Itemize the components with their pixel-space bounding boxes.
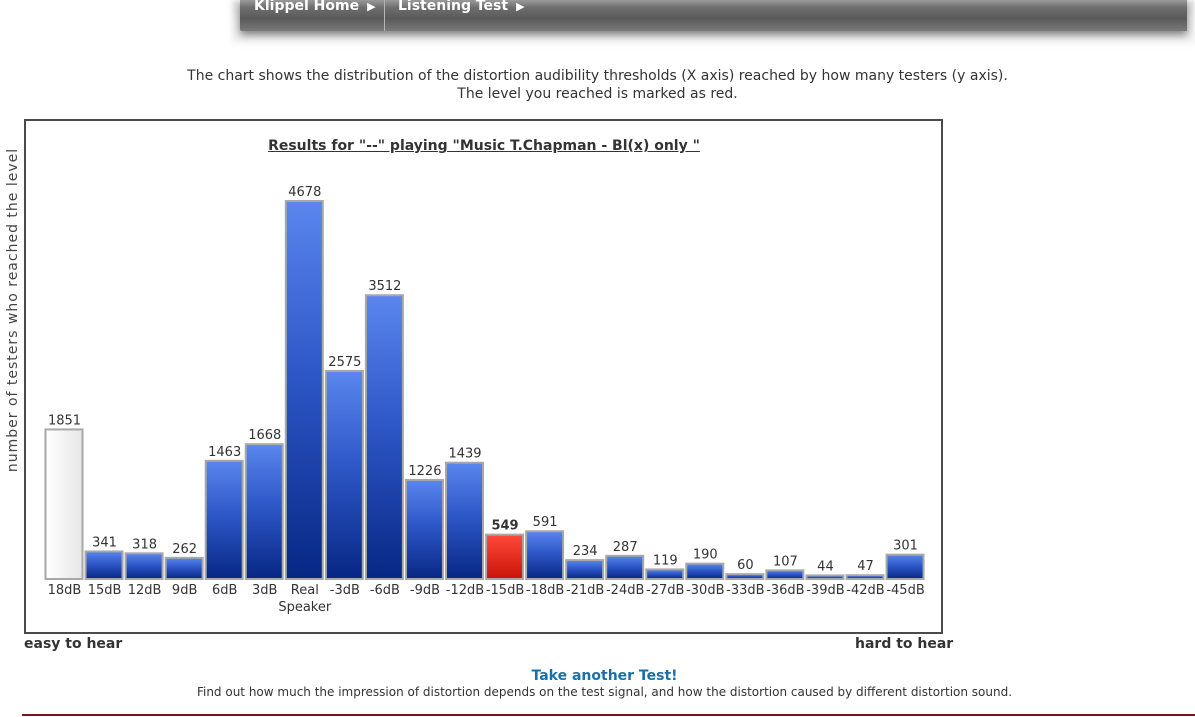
- bar--36db: [765, 569, 805, 581]
- chevron-right-icon: ▶: [367, 0, 376, 13]
- category-label-3db: 3dB: [252, 583, 277, 598]
- bar--24db: [605, 554, 645, 581]
- category-label--42db: -42dB: [846, 583, 884, 598]
- value-label-6db: 1463: [208, 445, 241, 460]
- bar-15db: [84, 550, 124, 581]
- take-another-test-link[interactable]: Take another Test!: [531, 668, 678, 684]
- bar-real-speaker: [284, 200, 324, 580]
- value-label-9db: 262: [172, 542, 197, 557]
- bar--30db: [685, 562, 725, 580]
- x-axis-right-caption: hard to hear: [855, 636, 954, 652]
- nav-divider: [384, 0, 385, 31]
- bar-18db: [44, 428, 84, 581]
- value-label--39db: 44: [817, 559, 834, 574]
- chart-description-line-1: The chart shows the distribution of the …: [187, 68, 1008, 84]
- value-label--45db: 301: [893, 539, 918, 554]
- top-navigation: Klippel Home ▶ Listening Test ▶: [240, 0, 1187, 31]
- nav-item-listening-test[interactable]: Listening Test ▶: [398, 0, 525, 31]
- value-label--9db: 1226: [408, 464, 441, 479]
- bar--9db: [404, 478, 444, 581]
- bar--18db: [525, 530, 565, 581]
- value-label--42db: 47: [857, 559, 874, 574]
- value-label-15db: 341: [92, 535, 117, 550]
- bar--15db: [485, 533, 525, 580]
- bar--21db: [565, 559, 605, 580]
- category-label-18db: 18dB: [48, 583, 82, 598]
- category-label--45db: -45dB: [886, 583, 924, 598]
- nav-item-klippel-home[interactable]: Klippel Home ▶: [254, 0, 376, 31]
- category-label--33db: -33dB: [726, 583, 764, 598]
- value-label--15db: 549: [491, 519, 518, 534]
- nav-label-listening-test: Listening Test: [398, 0, 509, 14]
- x-axis-left-caption: easy to hear: [24, 636, 123, 652]
- value-label--24db: 287: [613, 540, 638, 555]
- bar--12db: [445, 461, 484, 580]
- value-label--3db: 2575: [328, 355, 361, 370]
- value-label--21db: 234: [573, 544, 598, 559]
- category-label--15db: -15dB: [486, 583, 524, 598]
- category-label--36db: -36dB: [766, 583, 804, 598]
- value-label--36db: 107: [773, 554, 798, 569]
- chart-description-line-2: The level you reached is marked as red.: [457, 86, 738, 102]
- bar--33db: [725, 573, 765, 581]
- category-label--30db: -30dB: [686, 583, 724, 598]
- category-label--24db: -24dB: [606, 583, 644, 598]
- category-label--9db: -9dB: [410, 583, 440, 598]
- value-label-real-speaker: 4678: [288, 185, 321, 200]
- nav-label-klippel-home: Klippel Home: [254, 0, 360, 14]
- category-label-real-speaker: Real: [291, 583, 319, 598]
- value-label-18db: 1851: [48, 413, 81, 428]
- value-label-3db: 1668: [248, 428, 281, 443]
- footer-description: Find out how much the impression of dist…: [196, 685, 1013, 699]
- value-label--18db: 591: [533, 515, 558, 530]
- category-label--21db: -21dB: [566, 583, 604, 598]
- footer-divider: [22, 714, 1195, 716]
- bar-3db: [244, 443, 284, 580]
- bar--45db: [885, 553, 925, 580]
- value-label-12db: 318: [132, 537, 157, 552]
- category-label-6db: 6dB: [212, 583, 237, 598]
- category-label--6db: -6dB: [370, 583, 400, 598]
- category-label-15db: 15dB: [88, 583, 122, 598]
- value-label--30db: 190: [693, 548, 718, 563]
- bar-12db: [124, 552, 164, 580]
- bar--42db: [845, 574, 885, 580]
- category-label--18db: -18dB: [526, 583, 564, 598]
- category-label--39db: -39dB: [806, 583, 844, 598]
- chart-title: Results for "--" playing "Music T.Chapma…: [268, 138, 700, 154]
- category-label-real-speaker: Speaker: [278, 600, 332, 615]
- bar-6db: [204, 459, 244, 580]
- bar-9db: [164, 556, 204, 580]
- category-label-12db: 12dB: [128, 583, 162, 598]
- value-label--33db: 60: [737, 558, 754, 573]
- bar--6db: [364, 294, 404, 580]
- bar--39db: [805, 574, 845, 581]
- category-label-9db: 9dB: [172, 583, 197, 598]
- bars-group: 1851 18dB 341 15dB 318 12dB 262 9dB 1463 6dB 1668 3…: [44, 185, 925, 615]
- bar--27db: [645, 568, 685, 580]
- category-label--27db: -27dB: [646, 583, 684, 598]
- value-label--27db: 119: [653, 553, 678, 568]
- chevron-right-icon: ▶: [516, 0, 525, 13]
- category-label--3db: -3dB: [330, 583, 360, 598]
- category-label--12db: -12dB: [446, 583, 484, 598]
- bar--3db: [324, 369, 364, 580]
- value-label--6db: 3512: [368, 279, 401, 294]
- value-label--12db: 1439: [448, 447, 481, 462]
